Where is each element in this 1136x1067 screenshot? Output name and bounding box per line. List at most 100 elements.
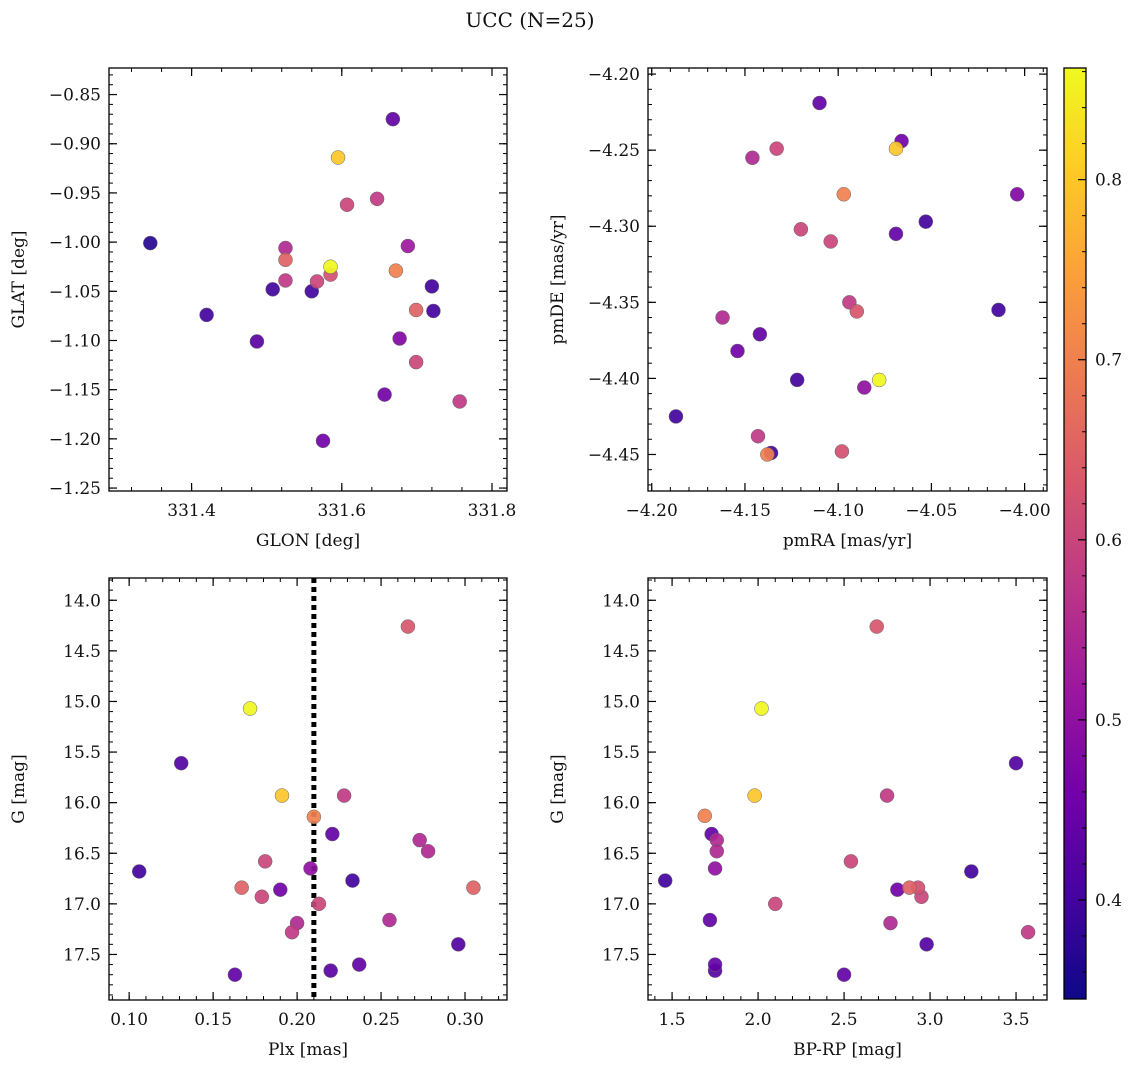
scatter-point <box>789 372 805 388</box>
scatter-point <box>265 282 280 297</box>
x-axis-label: Plx [mas] <box>268 1040 348 1060</box>
x-tick-label: 1.5 <box>659 1010 686 1030</box>
y-tick-label: −0.85 <box>49 86 101 106</box>
figure-title: UCC (N=25) <box>465 8 594 32</box>
scatter-point <box>311 896 327 912</box>
axes-frame <box>647 577 1048 1001</box>
x-tick-label: 0.20 <box>278 1010 316 1030</box>
y-tick-label: 14.5 <box>602 642 640 662</box>
y-tick-label: 16.0 <box>63 794 101 814</box>
scatter-point <box>919 937 934 952</box>
panel-pmra-pmde: −4.20 −4.15 −4.10 −4.05 −4.00 −4.45 −4.40 −4.35… <box>548 65 1051 551</box>
scatter-point <box>869 619 884 634</box>
scatter-point <box>745 150 760 166</box>
scatter-point <box>836 187 852 202</box>
x-tick-label: 0.30 <box>446 1010 484 1030</box>
scatter-point <box>306 809 322 825</box>
y-tick-label: −1.15 <box>49 381 101 401</box>
colorbar-tick-label: 0.5 <box>1095 711 1122 731</box>
scatter-point <box>400 619 416 634</box>
scatter-point <box>325 826 340 842</box>
x-tick-label: 3.5 <box>1003 1010 1030 1030</box>
x-tick-label: 2.0 <box>745 1010 772 1030</box>
scatter-points <box>143 111 467 449</box>
scatter-point <box>754 701 769 716</box>
y-tick-label: −1.10 <box>49 331 101 351</box>
scatter-points <box>668 95 1025 462</box>
scatter-point <box>323 259 338 274</box>
scatter-point <box>424 279 440 294</box>
scatter-point <box>793 222 809 237</box>
y-tick-label: 14.0 <box>602 591 640 611</box>
x-tick-label: 0.10 <box>110 1010 148 1030</box>
y-tick-label: −4.35 <box>588 293 640 313</box>
scatter-point <box>871 372 887 388</box>
x-tick-label: 331.8 <box>468 501 517 521</box>
scatter-point <box>309 274 325 289</box>
scatter-point <box>668 409 684 424</box>
scatter-point <box>234 880 249 895</box>
x-tick-label: 331.4 <box>167 501 216 521</box>
scatter-point <box>284 924 300 940</box>
scatter-point <box>351 957 367 972</box>
scatter-point <box>849 304 865 319</box>
scatter-point <box>702 912 718 928</box>
y-tick-label: −4.20 <box>588 65 640 85</box>
x-tick-label: 0.25 <box>362 1010 400 1030</box>
scatter-point <box>278 252 293 268</box>
scatter-point <box>747 788 762 803</box>
colorbar-tick-label: 0.4 <box>1095 891 1122 911</box>
scatter-point <box>750 428 766 444</box>
scatter-point <box>883 915 898 931</box>
scatter-point <box>843 854 859 869</box>
scatter-point <box>715 310 730 325</box>
scatter-point <box>890 882 905 897</box>
x-axis-label: pmRA [mas/yr] <box>783 531 912 551</box>
panel-bprp-g: 1.5 2.0 2.5 3.0 3.5 14.0 14.5 15.0 15.5 16.0 16.5 1… <box>548 577 1048 1060</box>
x-tick-label: −4.20 <box>626 501 678 521</box>
y-tick-label: 16.5 <box>602 844 640 864</box>
scatter-point <box>412 832 427 848</box>
scatter-points <box>131 619 481 982</box>
scatter-point <box>408 354 424 370</box>
scatter-point <box>143 235 158 251</box>
scatter-point <box>388 263 404 278</box>
colorbar: 0.4 0.5 0.6 0.7 0.8 <box>1063 67 1122 1000</box>
y-tick-label: 17.0 <box>63 895 101 915</box>
scatter-point <box>377 387 392 402</box>
y-tick-label: −4.40 <box>588 369 640 389</box>
x-tick-label: 331.6 <box>317 501 366 521</box>
scatter-point <box>199 307 214 323</box>
scatter-point <box>902 880 917 895</box>
scatter-point <box>466 880 481 895</box>
scatter-point <box>918 214 934 229</box>
scatter-point <box>707 861 723 876</box>
scatter-point <box>254 889 270 905</box>
scatter-point <box>392 331 407 346</box>
x-tick-label: −4.00 <box>999 501 1051 521</box>
scatter-point <box>697 808 713 824</box>
scatter-point <box>709 843 725 859</box>
y-tick-label: −1.20 <box>49 430 101 450</box>
scatter-point <box>451 937 466 952</box>
colorbar-tick-label: 0.7 <box>1095 351 1122 371</box>
scatter-point <box>768 896 783 912</box>
y-tick-label: −1.05 <box>49 282 101 302</box>
scatter-point <box>812 95 827 111</box>
y-tick-label: 15.5 <box>63 743 101 763</box>
scatter-point <box>273 882 288 897</box>
scatter-point <box>752 327 768 342</box>
scatter-point <box>760 447 775 462</box>
scatter-point <box>173 755 189 771</box>
axes-frame <box>108 67 508 492</box>
y-tick-label: −4.25 <box>588 141 640 161</box>
scatter-point <box>385 111 401 127</box>
y-tick-label: 15.5 <box>602 743 640 763</box>
y-tick-label: 14.0 <box>63 591 101 611</box>
scatter-point <box>278 273 293 288</box>
y-tick-label: −0.90 <box>49 135 101 155</box>
scatter-point <box>657 873 673 888</box>
y-tick-label: −4.45 <box>588 445 640 465</box>
scatter-point <box>227 967 243 982</box>
